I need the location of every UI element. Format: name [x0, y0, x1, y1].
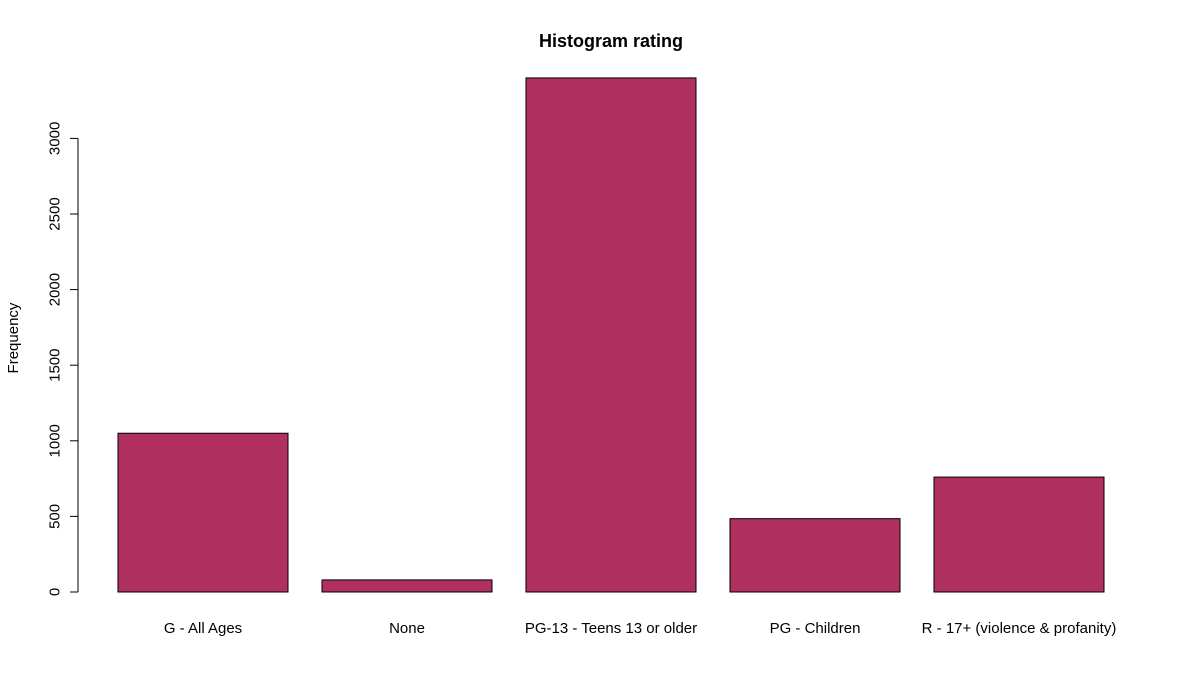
- x-category-label: R - 17+ (violence & profanity): [922, 620, 1117, 637]
- y-tick-label: 2500: [47, 197, 64, 230]
- x-category-label: G - All Ages: [164, 620, 242, 637]
- bars-group: [117, 77, 1105, 593]
- y-tick-label: 1500: [47, 349, 64, 382]
- bar: [117, 432, 289, 593]
- x-category-label: PG - Children: [770, 620, 861, 637]
- y-tick-label: 0: [47, 588, 64, 596]
- bar: [525, 77, 697, 593]
- bar: [729, 518, 901, 593]
- y-tick-label: 2000: [47, 273, 64, 306]
- x-category-label: None: [389, 620, 425, 637]
- bar: [933, 476, 1105, 593]
- y-tick-label: 3000: [47, 122, 64, 155]
- y-tick-label: 500: [47, 504, 64, 529]
- category-labels-group: G - All Ages None PG-13 - Teens 13 or olde…: [164, 620, 1117, 637]
- x-category-label: PG-13 - Teens 13 or older: [525, 620, 697, 637]
- bar: [321, 579, 493, 593]
- y-axis-label: Frequency: [5, 302, 22, 373]
- y-axis: 0 500 1000 1500 2000 2500 3000: [47, 122, 79, 596]
- y-tick-label: 1000: [47, 424, 64, 457]
- chart-title: Histogram rating: [539, 31, 683, 51]
